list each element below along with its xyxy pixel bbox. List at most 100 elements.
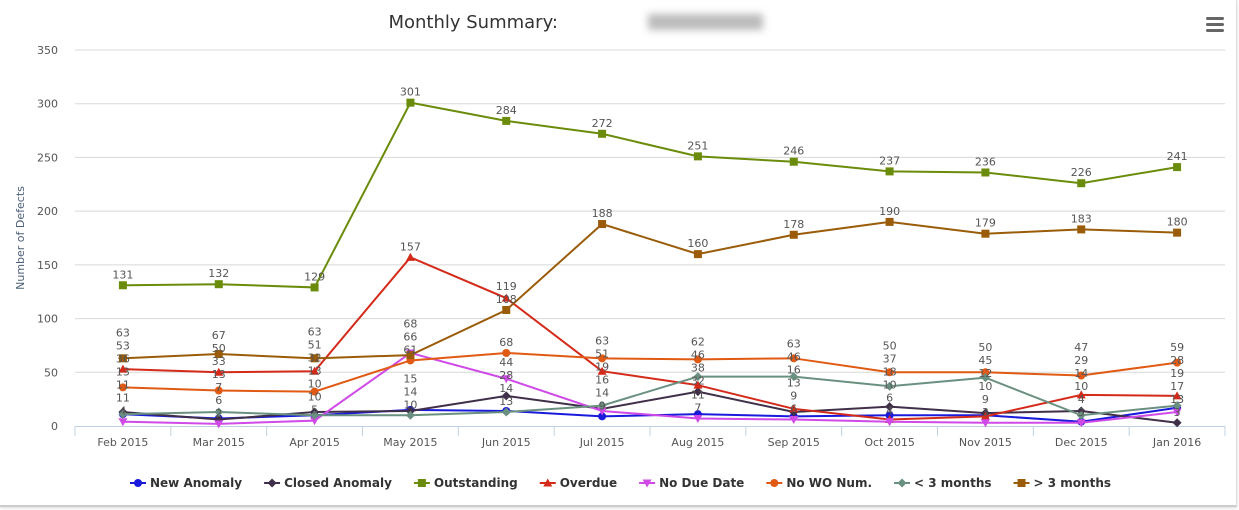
- x-tick-label: Jun 2015: [481, 436, 531, 449]
- data-point-no-due-date: [980, 419, 990, 428]
- data-label-3-months: 46: [787, 351, 801, 364]
- data-label-closed-anomaly: 14: [403, 385, 417, 398]
- data-point-3-months: [597, 401, 607, 411]
- data-point-3-months: [118, 409, 128, 419]
- data-label-3-months: 46: [691, 349, 705, 362]
- legend-item-closed-anomaly[interactable]: Closed Anomaly: [264, 476, 392, 490]
- x-tick-label: Dec 2015: [1055, 436, 1108, 449]
- data-point-no-wo-num: [1173, 358, 1182, 367]
- data-label-no-wo-num: 32: [308, 352, 322, 365]
- legend-item-overdue[interactable]: Overdue: [539, 476, 617, 490]
- data-label-overdue: 51: [308, 339, 322, 352]
- data-label-overdue: 29: [1074, 354, 1088, 367]
- data-point-closed-anomaly: [1172, 418, 1182, 428]
- data-label-outstanding: 272: [592, 117, 613, 130]
- legend-item-3-months[interactable]: > 3 months: [1013, 476, 1111, 490]
- data-label-outstanding: 226: [1071, 166, 1092, 179]
- data-label-no-due-date: 68: [403, 317, 417, 330]
- data-label-3-months: 190: [879, 205, 900, 218]
- data-point-3-months: [789, 372, 799, 382]
- series-line-outstanding: [122, 101, 1178, 289]
- data-label-no-wo-num: 33: [212, 355, 226, 368]
- data-point-new-anomaly: [598, 412, 607, 421]
- data-label-closed-anomaly: 13: [116, 366, 130, 379]
- data-point-outstanding: [885, 167, 894, 176]
- data-point-overdue: [980, 411, 990, 420]
- y-tick-label: 250: [37, 151, 58, 164]
- y-tick-label: 150: [37, 259, 58, 272]
- data-point-overdue: [310, 366, 320, 375]
- x-tick-label: Sep 2015: [768, 436, 820, 449]
- data-label-3-months: 63: [308, 326, 322, 339]
- data-label-overdue: 28: [1170, 354, 1184, 367]
- data-label-no-wo-num: 47: [1074, 341, 1088, 354]
- x-tick-label: Jul 2015: [579, 436, 625, 449]
- x-tick-label: Apr 2015: [289, 436, 340, 449]
- data-label-overdue: 50: [212, 342, 226, 355]
- data-label-closed-anomaly: 3: [1174, 406, 1181, 419]
- data-point-no-due-date: [885, 418, 895, 427]
- data-point-outstanding: [118, 281, 127, 290]
- legend-item-3-months[interactable]: < 3 months: [894, 476, 992, 490]
- data-label-new-anomaly: 9: [790, 390, 797, 403]
- legend-label: > 3 months: [1034, 476, 1111, 490]
- data-label-no-due-date: 3: [982, 406, 989, 419]
- data-label-3-months: 19: [1170, 367, 1184, 380]
- data-point-3-months: [1173, 228, 1182, 237]
- data-point-overdue: [1172, 391, 1182, 400]
- data-label-3-months: 37: [883, 353, 897, 366]
- x-tick-label: Aug 2015: [671, 436, 724, 449]
- data-point-no-due-date: [118, 418, 128, 427]
- data-point-no-due-date: [214, 420, 224, 429]
- data-label-overdue: 16: [787, 364, 801, 377]
- data-point-3-months: [118, 354, 127, 363]
- series-line-3-months: [122, 220, 1178, 360]
- data-label-overdue: 6: [886, 392, 893, 405]
- data-label-3-months: 188: [592, 207, 613, 220]
- data-label-3-months: 108: [496, 293, 517, 306]
- legend-item-outstanding[interactable]: Outstanding: [413, 476, 518, 490]
- legend-label: No Due Date: [659, 476, 744, 490]
- data-point-no-due-date: [693, 414, 703, 423]
- series-line-no-wo-num: [122, 351, 1178, 393]
- data-label-closed-anomaly: 16: [595, 373, 609, 386]
- x-tick-label: Feb 2015: [97, 436, 148, 449]
- data-label-no-wo-num: 36: [116, 353, 130, 366]
- y-tick-label: 300: [37, 98, 58, 111]
- data-point-3-months: [1172, 401, 1182, 411]
- data-label-overdue: 53: [116, 340, 130, 353]
- data-point-no-wo-num: [598, 354, 607, 363]
- data-point-overdue: [789, 404, 799, 413]
- legend-item-new-anomaly[interactable]: New Anomaly: [130, 476, 242, 490]
- data-point-3-months: [406, 351, 415, 360]
- data-label-overdue: 38: [691, 362, 705, 375]
- legend-item-no-wo-num[interactable]: No WO Num.: [766, 476, 872, 490]
- data-label-new-anomaly: 11: [691, 388, 705, 401]
- data-point-overdue: [501, 293, 511, 302]
- data-label-3-months: 63: [116, 327, 130, 340]
- legend-item-no-due-date[interactable]: No Due Date: [639, 476, 744, 490]
- data-point-outstanding: [789, 157, 798, 166]
- data-label-outstanding: 129: [304, 270, 325, 283]
- menu-icon[interactable]: [1206, 17, 1224, 32]
- y-tick-label: 350: [37, 44, 58, 57]
- data-label-3-months: 13: [212, 368, 226, 381]
- data-label-closed-anomaly: 13: [787, 377, 801, 390]
- data-label-outstanding: 251: [687, 139, 708, 152]
- y-tick-label: 0: [51, 420, 58, 433]
- legend-label: Outstanding: [434, 476, 518, 490]
- data-point-no-due-date: [789, 416, 799, 425]
- data-point-no-due-date: [1076, 419, 1086, 428]
- redacted-title-suffix: [648, 14, 763, 30]
- data-label-no-due-date: 3: [1078, 406, 1085, 419]
- legend-label: New Anomaly: [150, 476, 242, 490]
- data-point-no-wo-num: [789, 354, 798, 363]
- data-point-overdue: [1076, 390, 1086, 399]
- data-label-overdue: 157: [400, 240, 421, 253]
- data-point-no-wo-num: [214, 386, 223, 395]
- data-label-no-due-date: 7: [694, 401, 701, 414]
- data-point-3-months: [1076, 410, 1086, 420]
- data-point-3-months: [214, 407, 224, 417]
